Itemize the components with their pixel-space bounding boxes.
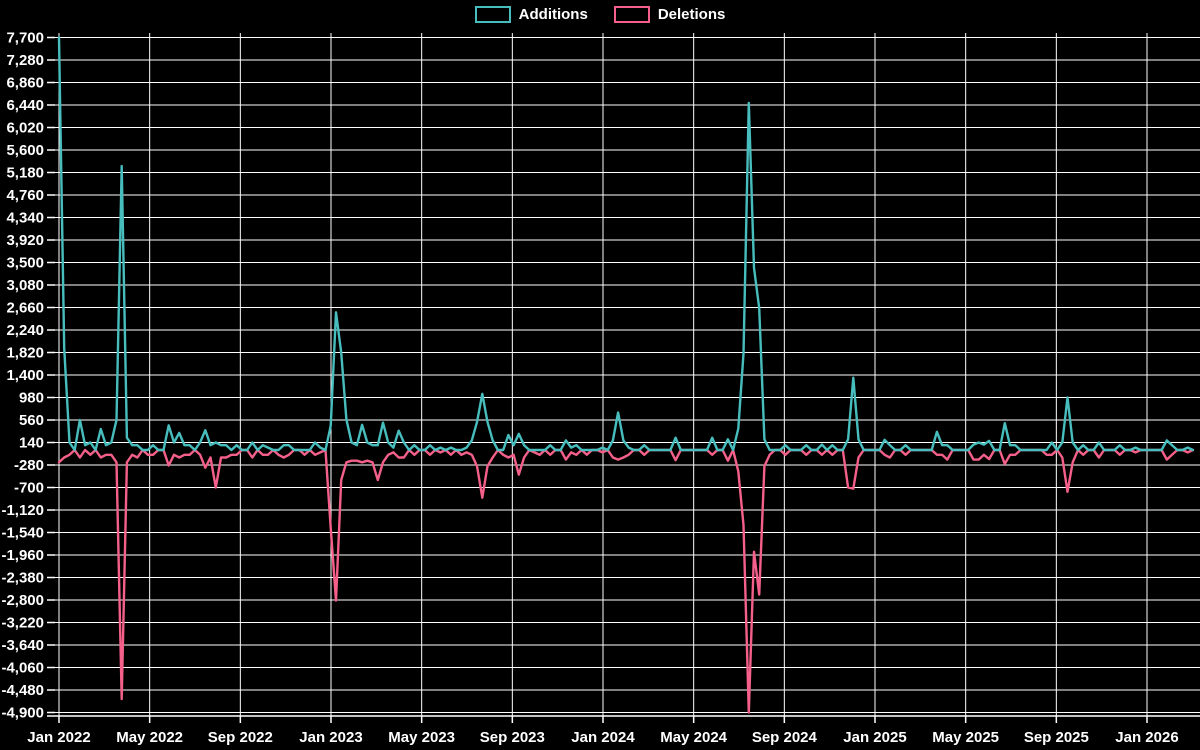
svg-text:140: 140 xyxy=(19,435,44,452)
deletions-legend-label: Deletions xyxy=(657,6,726,23)
svg-text:-2,380: -2,380 xyxy=(1,570,44,587)
svg-text:6,440: 6,440 xyxy=(6,97,44,114)
svg-text:6,020: 6,020 xyxy=(6,120,44,137)
svg-text:6,860: 6,860 xyxy=(6,75,44,92)
svg-text:Sep 2023: Sep 2023 xyxy=(480,729,545,746)
chart-legend: Additions Deletions xyxy=(0,6,1200,23)
svg-text:1,400: 1,400 xyxy=(6,367,44,384)
svg-text:-3,640: -3,640 xyxy=(1,637,44,654)
svg-text:-1,540: -1,540 xyxy=(1,525,44,542)
svg-text:3,080: 3,080 xyxy=(6,277,44,294)
deletions-swatch-icon xyxy=(613,6,650,23)
svg-text:2,240: 2,240 xyxy=(6,322,44,339)
svg-text:Jan 2025: Jan 2025 xyxy=(843,729,906,746)
svg-text:1,820: 1,820 xyxy=(6,345,44,362)
svg-text:-1,120: -1,120 xyxy=(1,502,44,519)
additions-legend-label: Additions xyxy=(518,6,588,23)
svg-text:-3,220: -3,220 xyxy=(1,615,44,632)
svg-text:2,660: 2,660 xyxy=(6,300,44,317)
svg-text:Sep 2025: Sep 2025 xyxy=(1024,729,1089,746)
legend-item-additions[interactable]: Additions xyxy=(474,6,588,23)
svg-text:-280: -280 xyxy=(14,457,44,474)
svg-text:May 2025: May 2025 xyxy=(932,729,999,746)
svg-text:Jan 2024: Jan 2024 xyxy=(571,729,635,746)
svg-text:-4,900: -4,900 xyxy=(1,705,44,722)
svg-text:4,760: 4,760 xyxy=(6,187,44,204)
svg-text:May 2022: May 2022 xyxy=(116,729,183,746)
svg-text:-1,960: -1,960 xyxy=(1,547,44,564)
svg-text:7,280: 7,280 xyxy=(6,52,44,69)
svg-text:4,340: 4,340 xyxy=(6,210,44,227)
svg-text:Sep 2022: Sep 2022 xyxy=(208,729,273,746)
svg-text:-2,800: -2,800 xyxy=(1,592,44,609)
svg-text:980: 980 xyxy=(19,390,44,407)
svg-text:Jan 2023: Jan 2023 xyxy=(299,729,362,746)
svg-text:-4,480: -4,480 xyxy=(1,682,44,699)
svg-text:3,500: 3,500 xyxy=(6,255,44,272)
legend-item-deletions[interactable]: Deletions xyxy=(613,6,726,23)
additions-swatch-icon xyxy=(474,6,511,23)
svg-text:560: 560 xyxy=(19,412,44,429)
svg-text:Jan 2022: Jan 2022 xyxy=(27,729,90,746)
svg-text:Jan 2026: Jan 2026 xyxy=(1115,729,1178,746)
svg-text:3,920: 3,920 xyxy=(6,232,44,249)
svg-text:5,180: 5,180 xyxy=(6,165,44,182)
svg-text:Sep 2024: Sep 2024 xyxy=(752,729,818,746)
svg-text:5,600: 5,600 xyxy=(6,142,44,159)
svg-text:May 2024: May 2024 xyxy=(660,729,727,746)
svg-text:7,700: 7,700 xyxy=(6,30,44,47)
svg-text:May 2023: May 2023 xyxy=(388,729,455,746)
svg-text:-4,060: -4,060 xyxy=(1,660,44,677)
svg-text:-700: -700 xyxy=(14,480,44,497)
